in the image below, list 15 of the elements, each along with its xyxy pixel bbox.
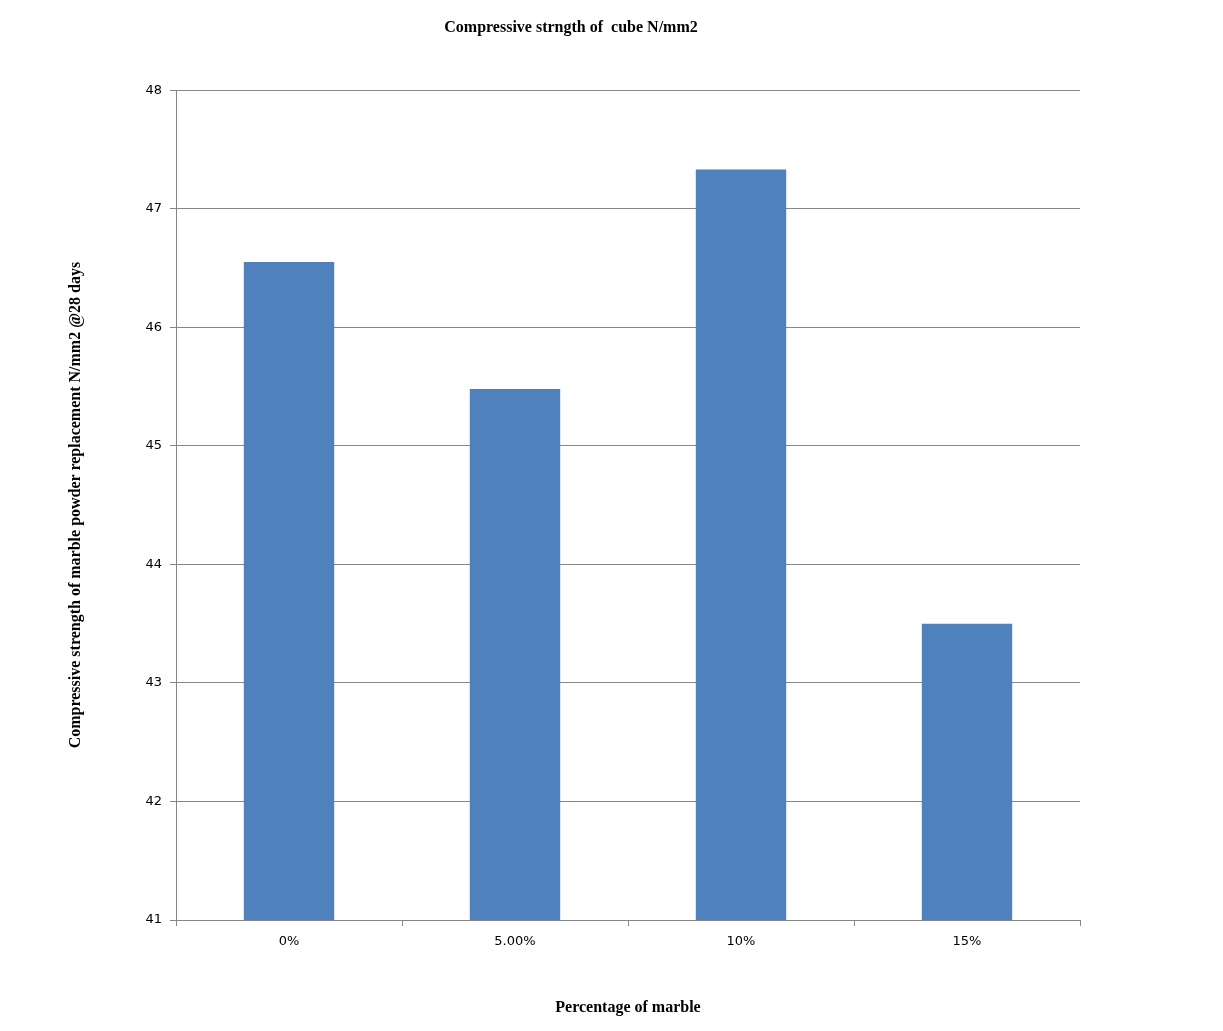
- y-tick-label: 47: [145, 200, 162, 216]
- x-tick-label: 10%: [726, 933, 756, 949]
- y-tick-label: 42: [145, 792, 162, 808]
- y-tick-label: 44: [145, 555, 162, 571]
- y-tick-label: 41: [145, 911, 162, 927]
- x-tick-label: 0%: [278, 933, 300, 949]
- y-tick-label: 46: [145, 318, 162, 334]
- y-tick-label: 43: [145, 674, 162, 690]
- x-axis-title: Percentage of marble: [555, 997, 701, 1016]
- chart-title: Compressive strngth of cube N/mm2: [444, 17, 698, 36]
- x-tick-label: 5.00%: [494, 933, 536, 949]
- x-tick-label: 15%: [952, 933, 982, 949]
- y-tick-label: 48: [145, 81, 162, 97]
- y-axis-title: Compressive strength of marble powder replacement N/mm2 @28 days: [65, 261, 84, 749]
- y-tick-label: 45: [145, 437, 162, 453]
